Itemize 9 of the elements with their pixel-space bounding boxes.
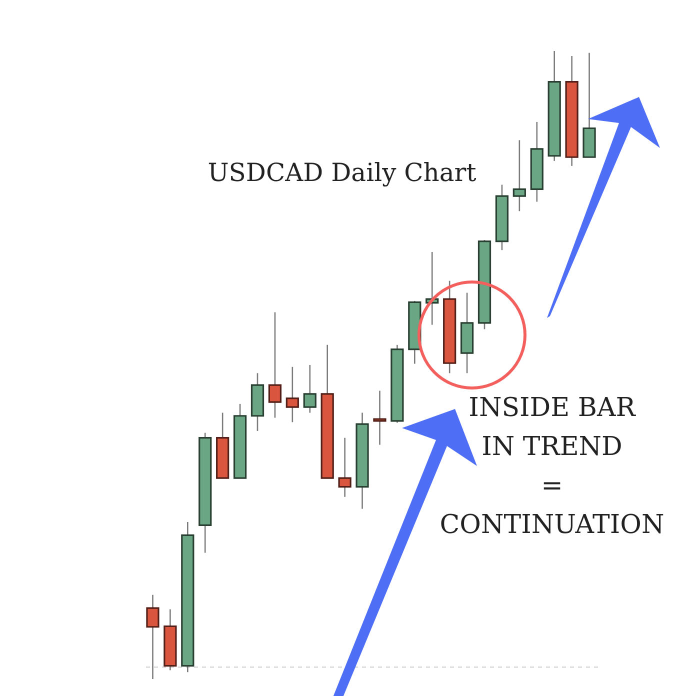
candlestick <box>146 594 160 680</box>
candlestick <box>268 312 282 418</box>
text: USDCAD Daily Chart <box>208 158 476 187</box>
candlestick <box>286 366 299 423</box>
candlestick <box>303 364 316 414</box>
annotation: INSIDE BAR IN TREND = CONTINUATION <box>440 393 664 540</box>
candlestick <box>373 390 386 446</box>
candlestick <box>512 140 526 212</box>
candlestick <box>338 437 352 498</box>
